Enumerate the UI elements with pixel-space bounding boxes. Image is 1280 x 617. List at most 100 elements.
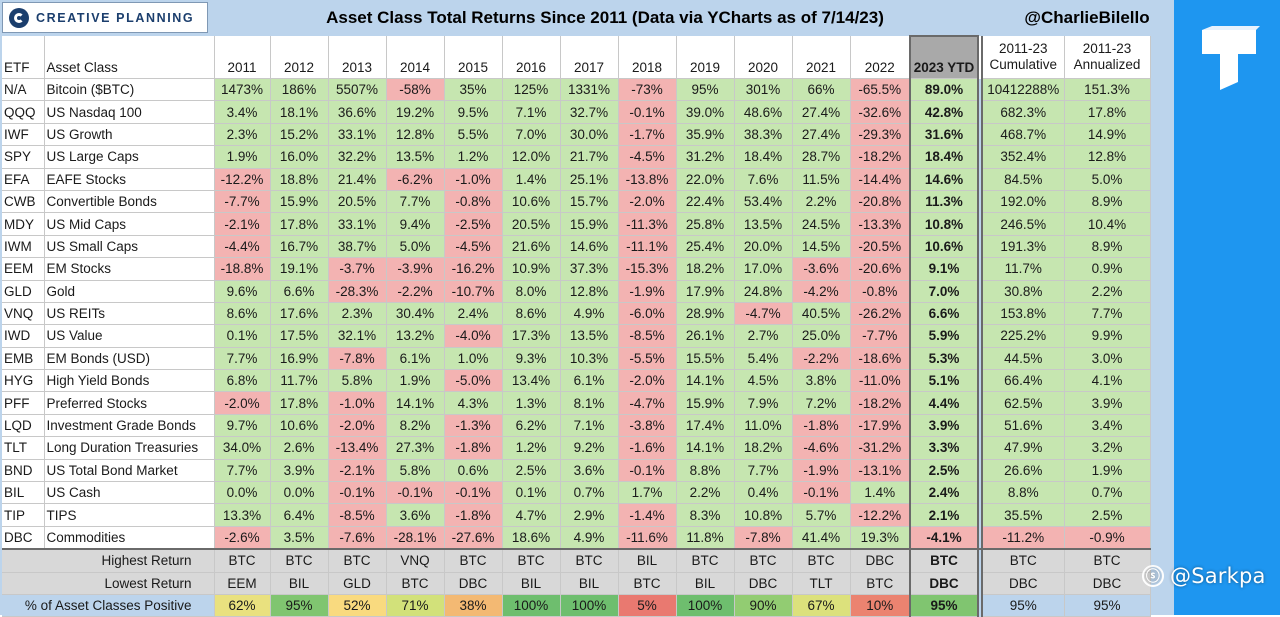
summary-value: BIL	[560, 572, 619, 595]
cell-etf: PFF	[2, 391, 45, 415]
cell-return: 11.5%	[792, 168, 851, 191]
cell-annualized: 2.5%	[1064, 503, 1151, 527]
table-row: LQD Investment Grade Bonds 9.7% 10.6% -2.0% 8…	[2, 414, 1151, 438]
cell-return: -2.6%	[214, 526, 271, 550]
cell-return: -2.2%	[386, 280, 445, 303]
cell-asset-class: Investment Grade Bonds	[44, 414, 215, 438]
cell-return: -0.1%	[328, 481, 387, 505]
cell-return: -11.0%	[850, 369, 911, 393]
cell-return: 9.7%	[214, 414, 271, 438]
cell-return: 15.2%	[270, 123, 329, 147]
cell-return: 8.8%	[676, 459, 735, 483]
cell-return: -1.8%	[444, 436, 503, 460]
cell-return: 11.8%	[676, 526, 735, 550]
cell-annualized: 151.3%	[1064, 78, 1151, 102]
cell-cumulative: 51.6%	[981, 414, 1065, 438]
chart-title: Asset Class Total Returns Since 2011 (Da…	[326, 7, 884, 27]
cell-return: 14.6%	[560, 235, 619, 259]
cell-return: -13.8%	[618, 168, 677, 191]
summary-cumulative: BTC	[981, 548, 1065, 573]
cell-asset-class: US Small Caps	[44, 235, 215, 259]
cell-return: 16.7%	[270, 235, 329, 259]
cell-asset-class: US Total Bond Market	[44, 459, 215, 483]
column-gap	[978, 190, 982, 213]
cell-annualized: 8.9%	[1064, 190, 1151, 214]
cell-return: 13.5%	[560, 324, 619, 348]
cell-return: 5.8%	[386, 459, 445, 483]
cell-return: 15.9%	[560, 212, 619, 236]
summary-row: % of Asset Classes Positive 62% 95% 52% 71% 3…	[2, 594, 1151, 617]
column-gap	[978, 526, 982, 550]
summary-value: BTC	[386, 572, 445, 595]
cell-return: 14.5%	[792, 235, 851, 259]
header-year: 2020	[734, 36, 793, 79]
cell-asset-class: US Value	[44, 324, 215, 348]
column-gap	[978, 280, 982, 303]
header-year: 2012	[270, 36, 329, 79]
cell-return: 33.1%	[328, 212, 387, 236]
summary-label: % of Asset Classes Positive	[2, 594, 215, 617]
cell-return: -58%	[386, 78, 445, 102]
table-row: QQQ US Nasdaq 100 3.4% 18.1% 36.6% 19.2% 9.5% 7…	[2, 100, 1151, 124]
cell-return: 5.0%	[386, 235, 445, 259]
cell-return: 5.1%	[909, 369, 979, 393]
cell-return: -6.2%	[386, 168, 445, 191]
summary-value: VNQ	[386, 548, 445, 573]
cell-return: -7.8%	[328, 347, 387, 371]
cell-return: -7.8%	[734, 526, 793, 550]
cell-return: 6.1%	[560, 369, 619, 393]
cell-return: 3.9%	[909, 414, 979, 438]
cell-cumulative: 682.3%	[981, 100, 1065, 124]
cell-etf: TIP	[2, 503, 45, 527]
cell-return: -18.2%	[850, 391, 911, 415]
column-gap	[978, 145, 982, 169]
summary-value: EEM	[214, 572, 271, 595]
cell-return: 2.2%	[676, 481, 735, 505]
cell-return: 7.7%	[386, 190, 445, 214]
header-year: 2016	[502, 36, 561, 79]
cell-return: 27.3%	[386, 436, 445, 460]
header-year: 2014	[386, 36, 445, 79]
cell-return: 7.2%	[792, 391, 851, 415]
cell-asset-class: EAFE Stocks	[44, 168, 215, 191]
cell-return: 8.2%	[386, 414, 445, 438]
cell-return: -18.8%	[214, 257, 271, 281]
cell-return: 30.4%	[386, 302, 445, 326]
brand-mark-icon	[9, 7, 29, 28]
cell-return: 15.9%	[270, 190, 329, 214]
cell-return: -0.8%	[444, 190, 503, 214]
header-year: 2011	[214, 36, 271, 79]
cell-return: 20.0%	[734, 235, 793, 259]
cell-annualized: 0.7%	[1064, 481, 1151, 505]
watermark: ⓢ @Sarkpa	[1142, 561, 1266, 591]
cell-cumulative: 62.5%	[981, 391, 1065, 415]
cell-return: 2.1%	[909, 503, 979, 527]
cell-return: 12.0%	[502, 145, 561, 169]
table-row: GLD Gold 9.6% 6.6% -28.3% -2.2% -10.7% 8.0% 12.8…	[2, 280, 1151, 303]
cell-return: -2.5%	[444, 212, 503, 236]
summary-row: Lowest Return EEM BIL GLD BTC DBC BIL BIL BTC BIL…	[2, 572, 1151, 595]
summary-value: BTC	[502, 548, 561, 573]
cell-return: -1.0%	[328, 391, 387, 415]
header-year: 2023 YTD	[909, 35, 979, 79]
cell-return: -14.4%	[850, 168, 911, 191]
cell-return: 12.8%	[386, 123, 445, 147]
cell-return: 13.5%	[734, 212, 793, 236]
summary-value: 52%	[328, 594, 387, 617]
cell-return: 5.8%	[328, 369, 387, 393]
cell-return: -20.6%	[850, 257, 911, 281]
summary-value: BTC	[850, 572, 911, 595]
header-year: 2022	[850, 36, 911, 79]
cell-return: 20.5%	[502, 212, 561, 236]
cell-return: -1.4%	[618, 503, 677, 527]
cell-return: 31.6%	[909, 123, 979, 147]
cell-return: 3.4%	[214, 100, 271, 124]
cell-return: 11.3%	[909, 190, 979, 214]
cell-return: -0.1%	[618, 100, 677, 124]
cell-return: 5507%	[328, 78, 387, 102]
cell-etf: IWD	[2, 324, 45, 348]
cell-return: 1.2%	[502, 436, 561, 460]
cell-etf: GLD	[2, 280, 45, 303]
table-row: IWD US Value 0.1% 17.5% 32.1% 13.2% -4.0% 17.3%…	[2, 324, 1151, 348]
cell-return: 0.0%	[270, 481, 329, 505]
